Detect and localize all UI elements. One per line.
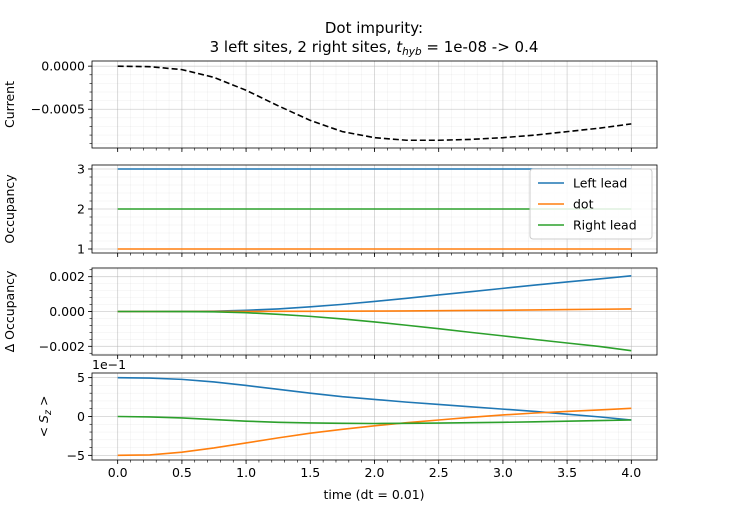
axes-frame (91, 164, 658, 254)
axes-frame (91, 60, 658, 149)
x-tick-label: 2.0 (365, 465, 385, 480)
series-dot-sz (117, 407, 632, 457)
x-tick-label: 1.0 (236, 465, 256, 480)
legend-label-right: Right lead (573, 218, 637, 233)
y-tick-label: 0.0000 (41, 59, 85, 74)
y-tick-label: 5 (77, 370, 85, 385)
panel-sz: 0.0 0.5 1.0 1.5 2.0 2.5 3.0 3.5 4.0 5 0 −5 < Sz > 1e−… (36, 357, 658, 480)
y-tick-label: −5 (67, 448, 85, 463)
x-tick-label: 0.5 (172, 465, 192, 480)
y-axis-label-current: Current (2, 81, 17, 128)
y-axis-label-delta: Δ Occupancy (2, 270, 17, 352)
y-tick-label: 0 (77, 409, 85, 424)
y-axis-label-occupancy: Occupancy (2, 174, 17, 244)
panel-delta: 0.002 0.000 −0.002 Δ Occupancy (2, 267, 658, 359)
series-right-delta (117, 310, 632, 352)
y-tick-label: −0.002 (39, 339, 85, 354)
x-tick-label: 3.5 (557, 465, 577, 480)
x-axis-label: time (dt = 0.01) (323, 487, 424, 502)
x-tick-label: 1.5 (300, 465, 320, 480)
x-tick-label: 0.0 (108, 465, 128, 480)
x-tick-label: 4.0 (621, 465, 641, 480)
legend-label-left: Left lead (573, 176, 627, 191)
legend-box (529, 168, 653, 240)
x-tick-label: 3.0 (493, 465, 513, 480)
y-axis-label-sz: < Sz > (36, 396, 54, 438)
panel-occupancy: 1 2 3 Occupancy Left lead dot Right lead (2, 162, 658, 257)
axes-frame (91, 267, 658, 356)
y-offset-label: 1e−1 (92, 357, 126, 372)
series-right-sz (117, 415, 632, 425)
series-current-current (117, 65, 632, 142)
chart-title-line1: Dot impurity: (325, 19, 423, 37)
y-tick-label: 1 (77, 242, 85, 257)
y-tick-label: 2 (77, 202, 85, 217)
y-tick-label: 0.000 (49, 304, 85, 319)
panel-current: 0.0000 −0.0005 Current (2, 59, 658, 152)
y-tick-label: −0.0005 (31, 102, 85, 117)
axes-frame (91, 372, 658, 461)
legend: Left lead dot Right lead (529, 168, 653, 240)
y-tick-label: 3 (77, 162, 85, 177)
legend-label-dot: dot (573, 197, 594, 212)
chart-title-line2: 3 left sites, 2 right sites, thyb = 1e-0… (210, 38, 539, 58)
x-tick-label: 2.5 (429, 465, 449, 480)
y-tick-label: 0.002 (49, 269, 85, 284)
